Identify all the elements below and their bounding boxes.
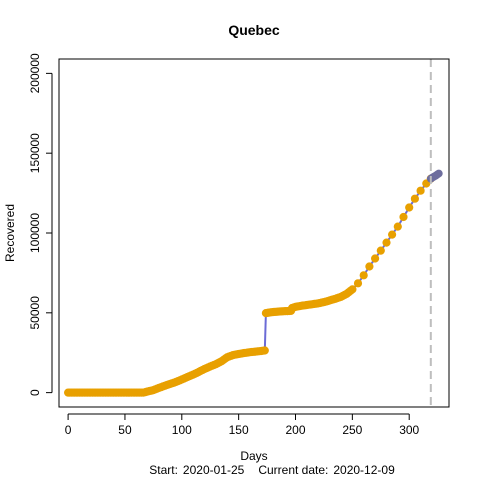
series-layer	[64, 169, 443, 397]
observed-point	[376, 246, 385, 255]
observed-point	[416, 186, 425, 195]
y-tick-label: 150000	[28, 133, 42, 173]
y-tick-label: 0	[28, 389, 42, 396]
y-tick-label: 100000	[28, 213, 42, 253]
y-tick-label: 50000	[28, 296, 42, 330]
footer-start-date: 2020-01-25	[183, 463, 245, 477]
observed-point	[359, 271, 368, 280]
footer-current-label: Current date:	[258, 463, 328, 477]
observed-point	[346, 286, 355, 295]
observed-point	[388, 230, 397, 239]
observed-point	[353, 279, 363, 288]
observed-point	[393, 222, 402, 231]
x-tick-label: 250	[342, 423, 362, 437]
x-axis-label: Days	[240, 449, 267, 463]
observed-point	[399, 212, 408, 222]
x-tick-label: 300	[399, 423, 419, 437]
forecast-point	[434, 169, 443, 178]
chart-title: Quebec	[228, 22, 280, 38]
y-axis-label: Recovered	[3, 204, 17, 262]
x-tick-label: 50	[118, 423, 132, 437]
x-tick-label: 150	[229, 423, 249, 437]
y-tick-label: 200000	[28, 53, 42, 93]
observed-point	[365, 262, 374, 271]
plot-area-frame	[58, 58, 450, 408]
footer-line: Start: 2020-01-25 Current date: 2020-12-09	[149, 463, 395, 477]
observed-point	[405, 203, 414, 212]
footer-current-date: 2020-12-09	[333, 463, 395, 477]
x-tick-label: 0	[65, 423, 72, 437]
observed-point	[410, 194, 419, 203]
series-line	[68, 172, 440, 394]
footer-start-label: Start:	[149, 463, 178, 477]
x-tick-label: 100	[172, 423, 192, 437]
x-axis: 0 50 100 150 200 250 300	[65, 413, 420, 437]
observed-point	[382, 238, 391, 247]
observed-point	[259, 346, 268, 355]
x-tick-label: 200	[285, 423, 305, 437]
y-axis: 0 50000 100000 150000 200000	[28, 53, 53, 396]
observed-point	[371, 254, 380, 263]
